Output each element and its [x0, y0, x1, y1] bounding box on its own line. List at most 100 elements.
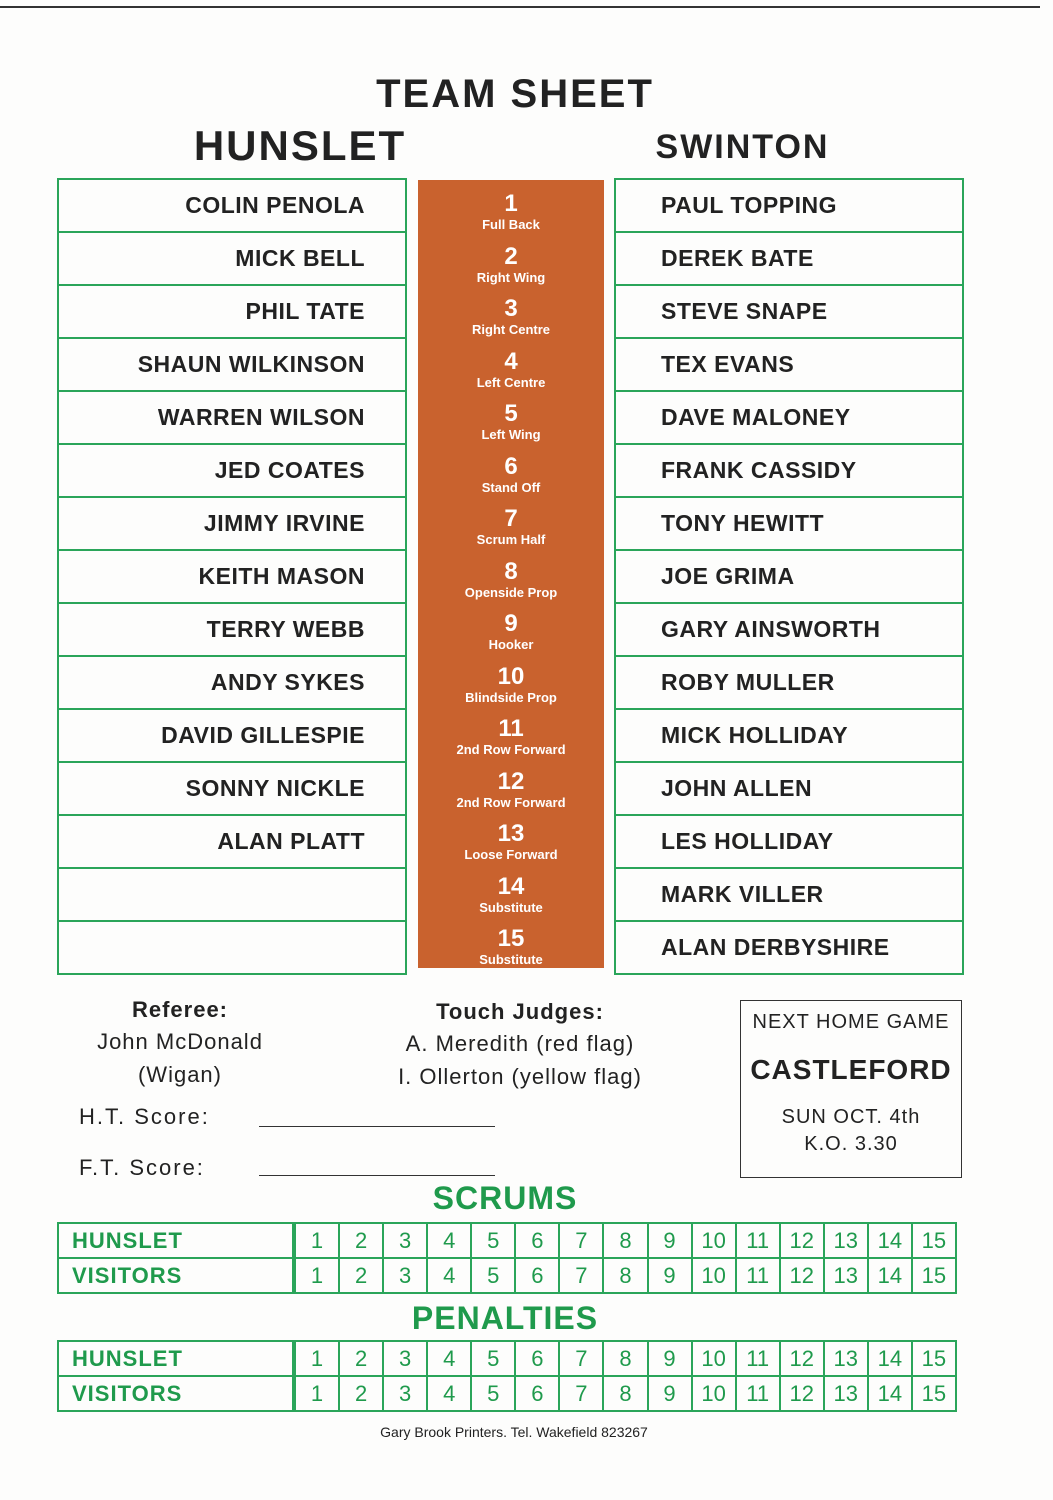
scrums-tally-cell[interactable]: 11 — [734, 1259, 779, 1292]
scrums-tally-cell[interactable]: 8 — [602, 1224, 646, 1257]
scrums-tally-cell[interactable]: 10 — [690, 1224, 735, 1257]
penalties-tally-cell[interactable]: 10 — [690, 1342, 735, 1375]
penalties-tally-cell[interactable]: 13 — [822, 1377, 867, 1410]
penalties-tally-cell[interactable]: 13 — [822, 1342, 867, 1375]
position-item: 15 Substitute — [418, 915, 604, 968]
penalties-tally-cell[interactable]: 4 — [426, 1377, 470, 1410]
scrums-tally-cell[interactable]: 5 — [470, 1224, 514, 1257]
position-number: 5 — [504, 400, 518, 427]
penalties-tally-cell[interactable]: 2 — [338, 1342, 382, 1375]
penalties-tally-cell[interactable]: 7 — [558, 1342, 602, 1375]
penalties-tally-cell[interactable]: 1 — [294, 1377, 338, 1410]
position-name: Blindside Prop — [465, 689, 557, 705]
position-item: 1 Full Back — [418, 180, 604, 233]
scrums-tally-cell[interactable]: 14 — [866, 1224, 911, 1257]
position-number: 14 — [497, 872, 525, 900]
home-player-row: MICK BELL — [57, 231, 407, 286]
penalties-tally-cell[interactable]: 8 — [602, 1342, 646, 1375]
scrums-tally-cell[interactable]: 3 — [382, 1259, 426, 1292]
penalties-tally-cell[interactable]: 9 — [646, 1377, 691, 1410]
penalties-tally-cell[interactable]: 11 — [734, 1342, 779, 1375]
scrums-tally-cell[interactable]: 9 — [646, 1259, 691, 1292]
position-item: 8 Openside Prop — [418, 548, 604, 601]
scrums-title: SCRUMS — [432, 1180, 578, 1216]
home-player-row: SHAUN WILKINSON — [57, 337, 407, 392]
scrums-tally-cell[interactable]: 15 — [910, 1259, 955, 1292]
position-item: 14 Substitute — [418, 863, 604, 916]
penalties-tally-cell[interactable]: 5 — [470, 1377, 514, 1410]
scrums-tally-cell[interactable]: 4 — [426, 1224, 470, 1257]
home-player-row: SONNY NICKLE — [57, 761, 407, 816]
scrums-tally-cell[interactable]: 6 — [514, 1224, 558, 1257]
penalties-tally-cell[interactable]: 2 — [338, 1377, 382, 1410]
penalties-tally-cell[interactable]: 11 — [734, 1377, 779, 1410]
away-player-row: TONY HEWITT — [614, 496, 964, 551]
scrums-tally-cell[interactable]: 15 — [910, 1224, 955, 1257]
penalties-tally-cell[interactable]: 3 — [382, 1377, 426, 1410]
home-player-row: KEITH MASON — [57, 549, 407, 604]
scrums-tally-cell[interactable]: 6 — [514, 1259, 558, 1292]
penalties-tally-cell[interactable]: 15 — [910, 1342, 955, 1375]
scrums-tally-cell[interactable]: 13 — [822, 1224, 867, 1257]
scrums-tally-cell[interactable]: 12 — [778, 1224, 823, 1257]
penalties-grid: HUNSLET 1 2 3 4 5 6 7 8 9 10 11 12 13 14 15 VISITORS 1 2 3 4… — [57, 1340, 957, 1412]
home-team-name: HUNSLET — [193, 122, 407, 169]
position-item: 11 2nd Row Forward — [418, 705, 604, 758]
penalties-tally-cell[interactable]: 3 — [382, 1342, 426, 1375]
home-player-row: PHIL TATE — [57, 284, 407, 339]
penalties-tally-cell[interactable]: 5 — [470, 1342, 514, 1375]
scrums-tally-cell[interactable]: 8 — [602, 1259, 646, 1292]
penalties-tally-cell[interactable]: 7 — [558, 1377, 602, 1410]
ht-score-line — [259, 1126, 495, 1127]
scrums-tally-cell[interactable]: 4 — [426, 1259, 470, 1292]
scrums-tally-cell[interactable]: 7 — [558, 1224, 602, 1257]
penalties-tally-cell[interactable]: 9 — [646, 1342, 691, 1375]
scrums-tally-cell[interactable]: 2 — [338, 1259, 382, 1292]
home-player-row: ANDY SYKES — [57, 655, 407, 710]
position-name: Substitute — [479, 899, 543, 915]
next-game-kickoff: K.O. 3.30 — [804, 1133, 898, 1155]
scrums-tally-cell[interactable]: 11 — [734, 1224, 779, 1257]
scrums-tally-cell[interactable]: 13 — [822, 1259, 867, 1292]
home-player-row: DAVID GILLESPIE — [57, 708, 407, 763]
position-item: 10 Blindside Prop — [418, 653, 604, 706]
scrums-tally-cell[interactable]: 5 — [470, 1259, 514, 1292]
penalties-tally-cell[interactable]: 15 — [910, 1377, 955, 1410]
away-player-row: ROBY MULLER — [614, 655, 964, 710]
position-number: 8 — [504, 557, 518, 585]
penalties-tally-cell[interactable]: 6 — [514, 1342, 558, 1375]
scrums-tally-cell[interactable]: 3 — [382, 1224, 426, 1257]
home-player-row: JIMMY IRVINE — [57, 496, 407, 551]
penalties-tally-cell[interactable]: 14 — [866, 1377, 911, 1410]
scrums-tally-cell[interactable]: 7 — [558, 1259, 602, 1292]
penalties-tally-cell[interactable]: 10 — [690, 1377, 735, 1410]
away-player-row: MARK VILLER — [614, 867, 964, 922]
scrums-row-label: HUNSLET — [59, 1224, 294, 1257]
penalties-row: VISITORS 1 2 3 4 5 6 7 8 9 10 11 12 13 14 15 — [59, 1375, 955, 1410]
scrums-tally-cell[interactable]: 1 — [294, 1259, 338, 1292]
scrums-tally-cell[interactable]: 12 — [778, 1259, 823, 1292]
scrums-tally-cell[interactable]: 10 — [690, 1259, 735, 1292]
position-number: 3 — [504, 295, 518, 322]
penalties-tally-cell[interactable]: 4 — [426, 1342, 470, 1375]
scrums-tally-cell[interactable]: 1 — [294, 1224, 338, 1257]
home-player-row — [57, 867, 407, 922]
position-name: Right Centre — [472, 322, 550, 337]
scrums-row-label: VISITORS — [59, 1259, 294, 1292]
position-name: 2nd Row Forward — [456, 794, 566, 810]
scrums-tally-cell[interactable]: 9 — [646, 1224, 691, 1257]
home-players-list: COLIN PENOLA MICK BELL PHIL TATE SHAUN WILK… — [57, 178, 407, 975]
penalties-tally-cell[interactable]: 1 — [294, 1342, 338, 1375]
scrums-tally-cell[interactable]: 14 — [866, 1259, 911, 1292]
away-team-name: SWINTON — [655, 128, 830, 166]
penalties-tally-cell[interactable]: 6 — [514, 1377, 558, 1410]
penalties-tally-cell[interactable]: 12 — [778, 1377, 823, 1410]
away-player-row: JOE GRIMA — [614, 549, 964, 604]
penalties-tally-cell[interactable]: 14 — [866, 1342, 911, 1375]
scrums-tally-cell[interactable]: 2 — [338, 1224, 382, 1257]
referee-club: (Wigan) — [137, 1062, 222, 1087]
position-number: 9 — [504, 610, 518, 637]
penalties-tally-cell[interactable]: 12 — [778, 1342, 823, 1375]
penalties-tally-cell[interactable]: 8 — [602, 1377, 646, 1410]
